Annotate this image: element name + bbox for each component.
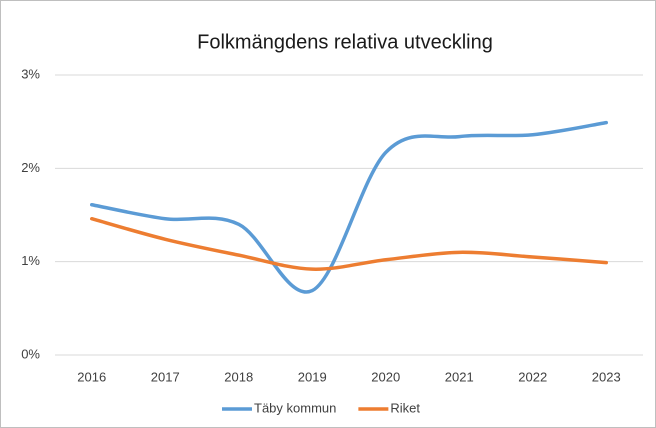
- legend-label: Riket: [390, 400, 420, 415]
- x-tick-label: 2019: [298, 369, 327, 384]
- y-tick-label: 3%: [21, 66, 40, 81]
- legend-label: Täby kommun: [254, 400, 336, 415]
- chart-title: Folkmängdens relativa utveckling: [197, 31, 493, 53]
- line: [90, 120, 608, 294]
- x-tick-label: 2020: [371, 369, 400, 384]
- y-tick-label: 1%: [21, 253, 40, 268]
- x-tick-label: 2022: [518, 369, 547, 384]
- x-tick-label: 2021: [445, 369, 474, 384]
- x-tick-label: 2017: [151, 369, 180, 384]
- x-tick-label: 2018: [224, 369, 253, 384]
- line: [90, 216, 608, 271]
- y-tick-label: 2%: [21, 160, 40, 175]
- y-tick-label: 0%: [21, 346, 40, 361]
- x-tick-label: 2023: [592, 369, 621, 384]
- x-tick-label: 2016: [77, 369, 106, 384]
